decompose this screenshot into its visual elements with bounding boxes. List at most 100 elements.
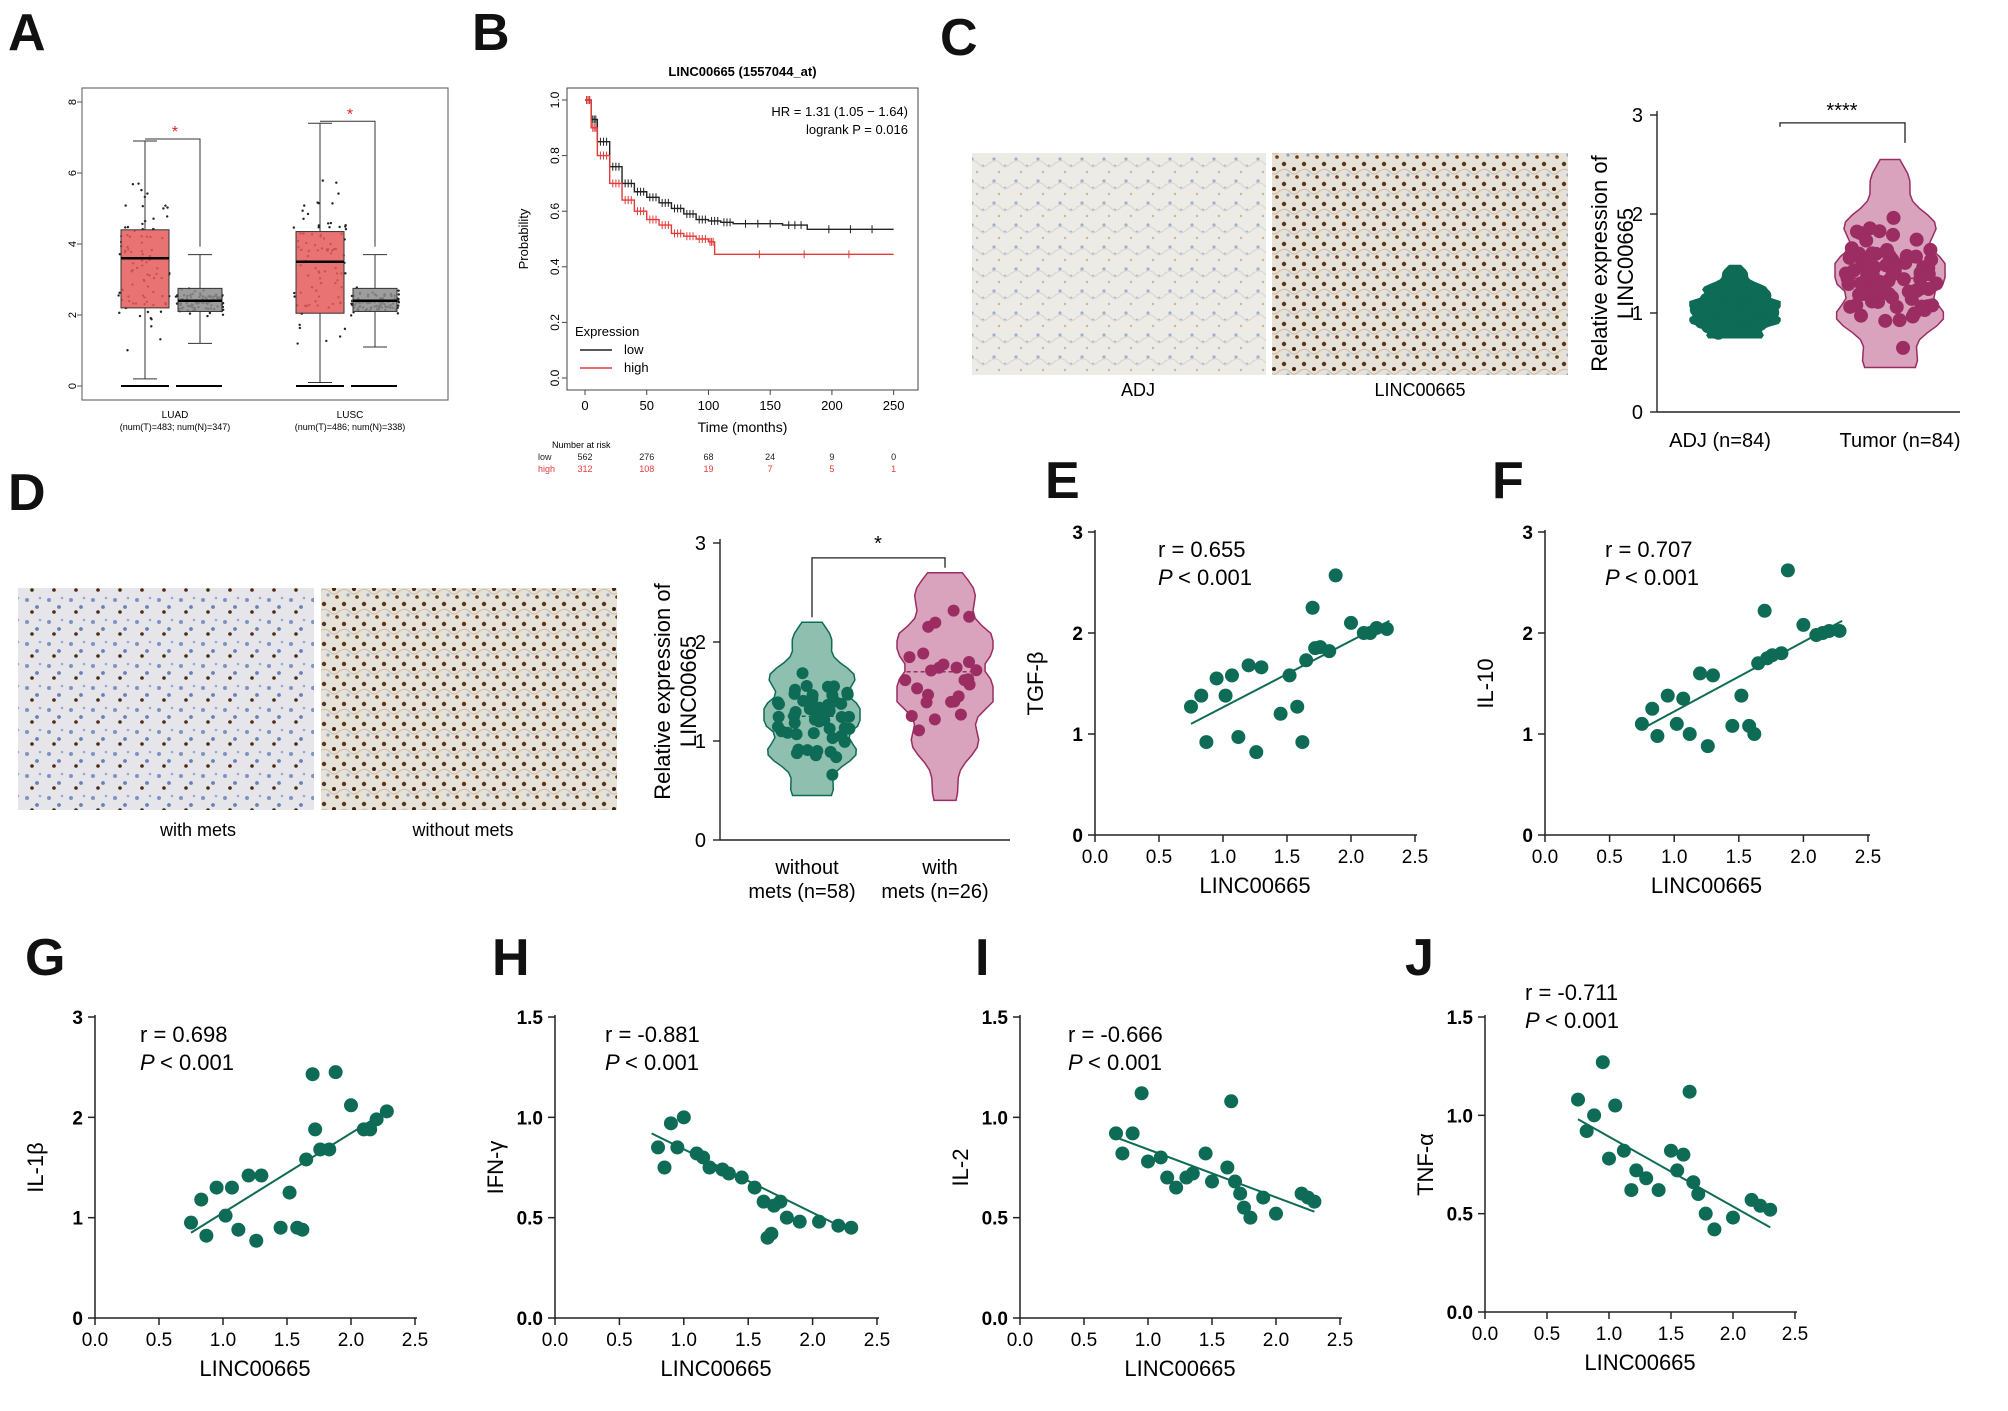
chart-title: LINC00665 (1557044_at) xyxy=(668,64,816,79)
x-tick-label: 50 xyxy=(639,398,653,413)
scatter-point xyxy=(1676,1147,1691,1162)
x-tick-label: 2.5 xyxy=(1855,847,1881,868)
r-value: r = 0.707 xyxy=(1605,537,1692,562)
p-value: P < 0.001 xyxy=(1068,1050,1162,1075)
scatter-point xyxy=(1579,1124,1594,1139)
y-tick-label: 0 xyxy=(695,830,706,852)
data-point xyxy=(801,744,814,757)
x-axis-label: LINC00665 xyxy=(660,1356,771,1381)
scatter-point xyxy=(1273,706,1288,721)
data-point xyxy=(1736,311,1751,326)
ihc-label-adj: ADJ xyxy=(1121,380,1155,400)
data-point xyxy=(1917,303,1932,318)
risk-value: 276 xyxy=(639,452,654,462)
p-symbol: P xyxy=(1525,1008,1545,1033)
violin-shape xyxy=(896,571,994,802)
scatter-point xyxy=(1185,1166,1200,1181)
jitter-point xyxy=(338,225,341,229)
y-tick-label: 1.5 xyxy=(982,1008,1009,1029)
x-tick-label: 0.0 xyxy=(82,1330,108,1351)
x-axis-label: LINC00665 xyxy=(1124,1356,1235,1381)
x-tick-label: 0.5 xyxy=(1071,1330,1097,1351)
data-point xyxy=(843,722,856,735)
jitter-point xyxy=(317,226,320,229)
y-tick-label: 2 xyxy=(695,632,706,654)
scatter-point xyxy=(1682,1084,1697,1099)
p-symbol: P xyxy=(1068,1050,1088,1075)
data-point xyxy=(1921,282,1936,297)
x-tick-label: 2.0 xyxy=(1263,1330,1289,1351)
scatter-point xyxy=(1307,1194,1322,1209)
data-point xyxy=(1879,243,1894,258)
jitter-point xyxy=(159,338,162,341)
jitter-point xyxy=(337,192,340,195)
chart-h-scatter: 0.0 0.5 1.0 1.5 0.0 0.5 1.0 1.5 2.0 2.5 LINC00665 I… xyxy=(483,1008,890,1381)
jitter-point xyxy=(131,182,135,186)
jitter-point xyxy=(343,327,347,331)
r-value: r = -0.711 xyxy=(1525,980,1618,1005)
y-tick-label: 3 xyxy=(72,1008,83,1029)
y-tick-label: 1 xyxy=(1632,303,1643,325)
jitter-point xyxy=(302,217,305,221)
scatter-point xyxy=(844,1220,859,1235)
scatter-point xyxy=(1220,1160,1235,1175)
data-point xyxy=(958,674,971,687)
scatter-point xyxy=(1651,1183,1666,1198)
y-tick-label: 0.5 xyxy=(517,1209,544,1230)
x-tick-label: 0.0 xyxy=(1007,1330,1033,1351)
panel-letter-j: J xyxy=(1405,929,1434,987)
sig-stars: **** xyxy=(1826,100,1857,122)
data-point xyxy=(1694,305,1709,320)
x-tick-label: 0.5 xyxy=(146,1330,172,1351)
data-point xyxy=(1849,224,1864,239)
data-point xyxy=(1878,313,1893,328)
jitter-point xyxy=(138,314,142,318)
data-point xyxy=(1753,317,1768,332)
x-tick-label: 2.0 xyxy=(1790,847,1816,868)
sig-bracket xyxy=(811,557,946,618)
scatter-point xyxy=(1115,1146,1130,1161)
x-axis-label: Time (months) xyxy=(698,419,788,435)
scatter-point xyxy=(1757,603,1772,618)
jitter-point xyxy=(397,289,400,292)
jitter-point xyxy=(326,222,330,225)
y-axis-label-line1: Relative expression of xyxy=(1587,154,1612,371)
data-point xyxy=(835,697,848,710)
scatter-point xyxy=(1639,1171,1654,1186)
risk-value: 312 xyxy=(577,464,592,474)
jitter-point xyxy=(206,314,209,318)
scatter-point xyxy=(651,1140,666,1155)
jitter-point xyxy=(137,182,140,185)
risk-value: 24 xyxy=(765,452,775,462)
data-point xyxy=(1896,340,1911,355)
data-point xyxy=(815,704,828,717)
jitter-point xyxy=(344,224,347,227)
p-symbol: P xyxy=(1158,565,1178,590)
y-tick-label: 8 xyxy=(67,99,79,105)
group-label: LUSC xyxy=(337,410,364,421)
jitter-point xyxy=(397,304,400,307)
scatter-point xyxy=(1705,668,1720,683)
y-tick-label: 0 xyxy=(1522,826,1533,847)
x-tick-label: 0.5 xyxy=(1596,847,1622,868)
scatter-point xyxy=(1763,1202,1778,1217)
scatter-point xyxy=(1691,1187,1706,1201)
data-point xyxy=(1751,298,1766,313)
data-point xyxy=(929,616,942,629)
ihc-image-adj xyxy=(972,153,1266,375)
y-axis-label-line2: LINC00665 xyxy=(1613,208,1638,319)
x-tick-label: 0.0 xyxy=(1082,847,1108,868)
y-axis-label-line1: Relative expression of xyxy=(650,582,675,799)
scatter-point xyxy=(1249,745,1264,760)
x-axis-label: LINC00665 xyxy=(1584,1350,1695,1375)
scatter-point xyxy=(1153,1150,1168,1165)
panel-b: B LINC00665 (1557044_at) 0.0 0.2 0.4 0.6 0.8 1… xyxy=(472,4,919,474)
jitter-point xyxy=(293,295,296,298)
panel-c: C ADJ LINC00665 0 1 2 3 Relative expression … xyxy=(940,9,1960,452)
scatter-point xyxy=(1629,1163,1644,1178)
legend-label: high xyxy=(624,360,649,375)
scatter-point xyxy=(1231,730,1246,745)
legend-title: Expression xyxy=(575,324,639,339)
panel-e: E 0 1 2 3 0.0 0.5 1.0 1.5 2.0 2.5 LINC00665 TGF-β r … xyxy=(1023,452,1428,898)
panel-d: D with mets without mets 0 1 2 3 Relative ex… xyxy=(8,464,1010,903)
